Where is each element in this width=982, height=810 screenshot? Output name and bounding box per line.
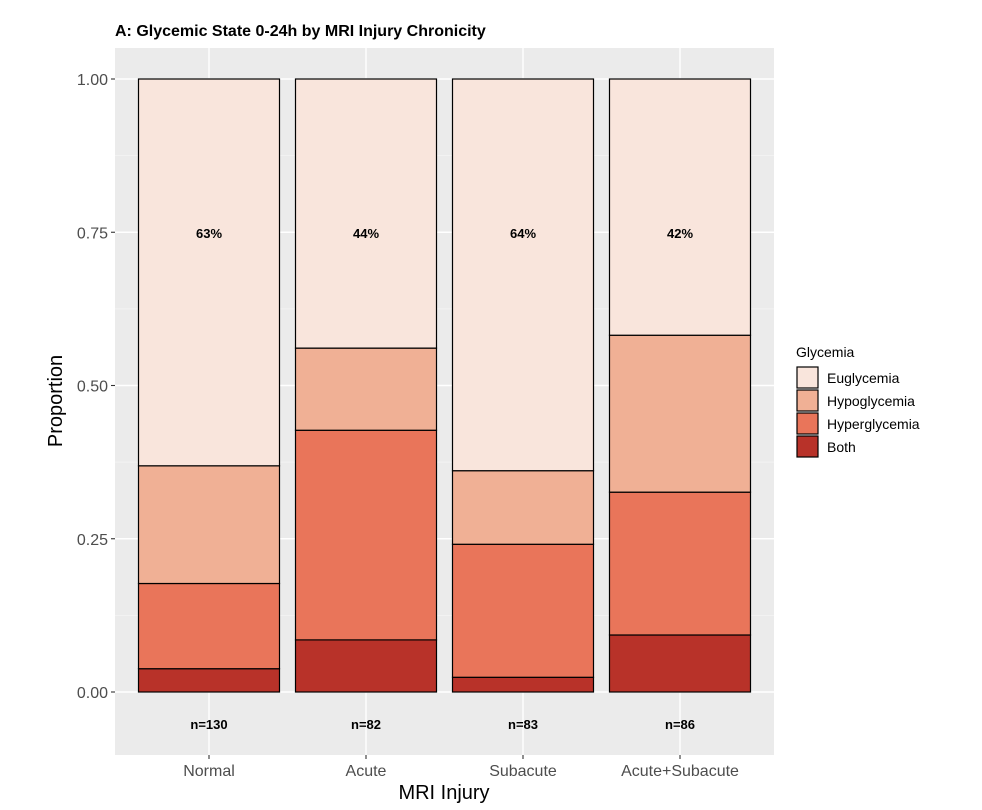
y-axis: 0.00 0.25 0.50 0.75 1.00 <box>77 72 115 702</box>
legend-key-both <box>796 435 819 458</box>
bar-segment-both-subacute <box>451 676 595 693</box>
bar-segment-both-acute-subacute <box>608 634 752 693</box>
legend-label-both: Both <box>827 439 856 455</box>
legend-title: Glycemia <box>796 344 855 360</box>
legend: Glycemia Euglycemia Hypoglycemia Hyperglyc… <box>796 344 920 458</box>
euglycemia-percent-label: 64% <box>510 226 536 241</box>
y-axis-title: Proportion <box>45 355 67 447</box>
y-tick-label: 1.00 <box>77 72 108 89</box>
sample-size-label: n=86 <box>665 717 695 732</box>
bar-segment-hyperglycemia-subacute <box>451 543 595 678</box>
bar-segment-euglycemia-acute-subacute <box>608 78 752 336</box>
bars <box>137 78 752 693</box>
euglycemia-percent-label: 42% <box>667 226 693 241</box>
sample-size-label: n=83 <box>508 717 538 732</box>
bar-segment-hyperglycemia-acute <box>294 429 438 641</box>
euglycemia-percent-label: 63% <box>196 226 222 241</box>
bar-segment-hypoglycemia-subacute <box>451 470 595 545</box>
x-axis-title: MRI Injury <box>398 782 489 804</box>
euglycemia-percent-label: 44% <box>353 226 379 241</box>
data-labels: 63% 44% 64% 42% n=130 n=82 n=83 n=86 <box>190 226 695 732</box>
y-tick-label: 0.00 <box>77 685 108 702</box>
chart-title: A: Glycemic State 0-24h by MRI Injury Ch… <box>115 23 486 40</box>
legend-key-hyperglycemia <box>796 412 819 435</box>
legend-label-hypoglycemia: Hypoglycemia <box>827 393 915 409</box>
sample-size-label: n=82 <box>351 717 381 732</box>
sample-size-label: n=130 <box>190 717 227 732</box>
y-tick-label: 0.25 <box>77 532 108 549</box>
bar-segment-hypoglycemia-acute <box>294 347 438 431</box>
legend-key-euglycemia <box>796 366 819 389</box>
bar-segment-hypoglycemia-normal <box>137 465 281 585</box>
x-axis: Normal Acute Subacute Acute+Subacute <box>183 755 739 780</box>
x-tick-label: Subacute <box>489 763 557 780</box>
bar-segment-hypoglycemia-acute-subacute <box>608 334 752 493</box>
legend-label-euglycemia: Euglycemia <box>827 370 900 386</box>
legend-label-hyperglycemia: Hyperglycemia <box>827 416 920 432</box>
bar-segment-hyperglycemia-normal <box>137 582 281 670</box>
x-tick-label: Acute <box>346 763 387 780</box>
x-tick-label: Acute+Subacute <box>621 763 739 780</box>
bar-segment-euglycemia-acute <box>294 78 438 349</box>
bar-segment-euglycemia-subacute <box>451 78 595 472</box>
bar-segment-euglycemia-normal <box>137 78 281 467</box>
y-tick-label: 0.75 <box>77 225 108 242</box>
legend-key-hypoglycemia <box>796 389 819 412</box>
bar-segment-hyperglycemia-acute-subacute <box>608 491 752 636</box>
bar-segment-both-normal <box>137 668 281 693</box>
x-tick-label: Normal <box>183 763 235 780</box>
bar-segment-both-acute <box>294 639 438 693</box>
y-tick-label: 0.50 <box>77 379 108 396</box>
